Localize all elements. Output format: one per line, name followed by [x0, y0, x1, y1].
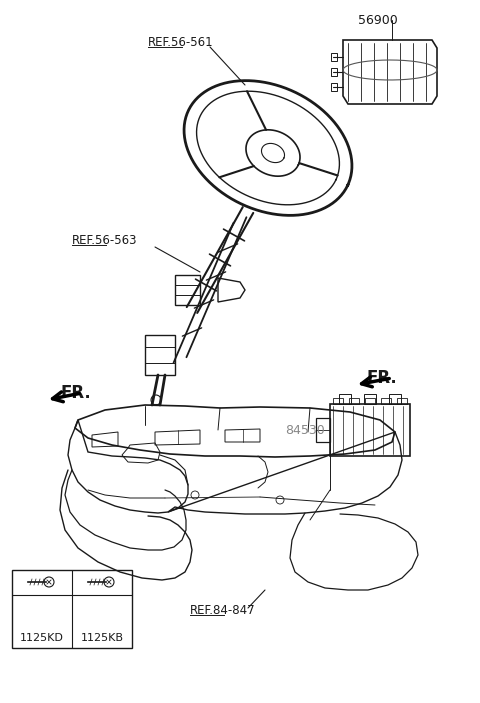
Text: 1125KB: 1125KB	[81, 633, 123, 643]
Text: FR.: FR.	[367, 369, 398, 387]
Text: 1125KD: 1125KD	[20, 633, 64, 643]
Text: REF.56-563: REF.56-563	[72, 233, 137, 247]
Text: REF.56-561: REF.56-561	[148, 35, 214, 49]
Text: 84530: 84530	[285, 423, 325, 437]
Text: 56900: 56900	[358, 14, 398, 27]
Text: FR.: FR.	[60, 384, 91, 402]
Text: REF.84-847: REF.84-847	[190, 603, 256, 617]
Bar	[12, 570, 132, 648]
